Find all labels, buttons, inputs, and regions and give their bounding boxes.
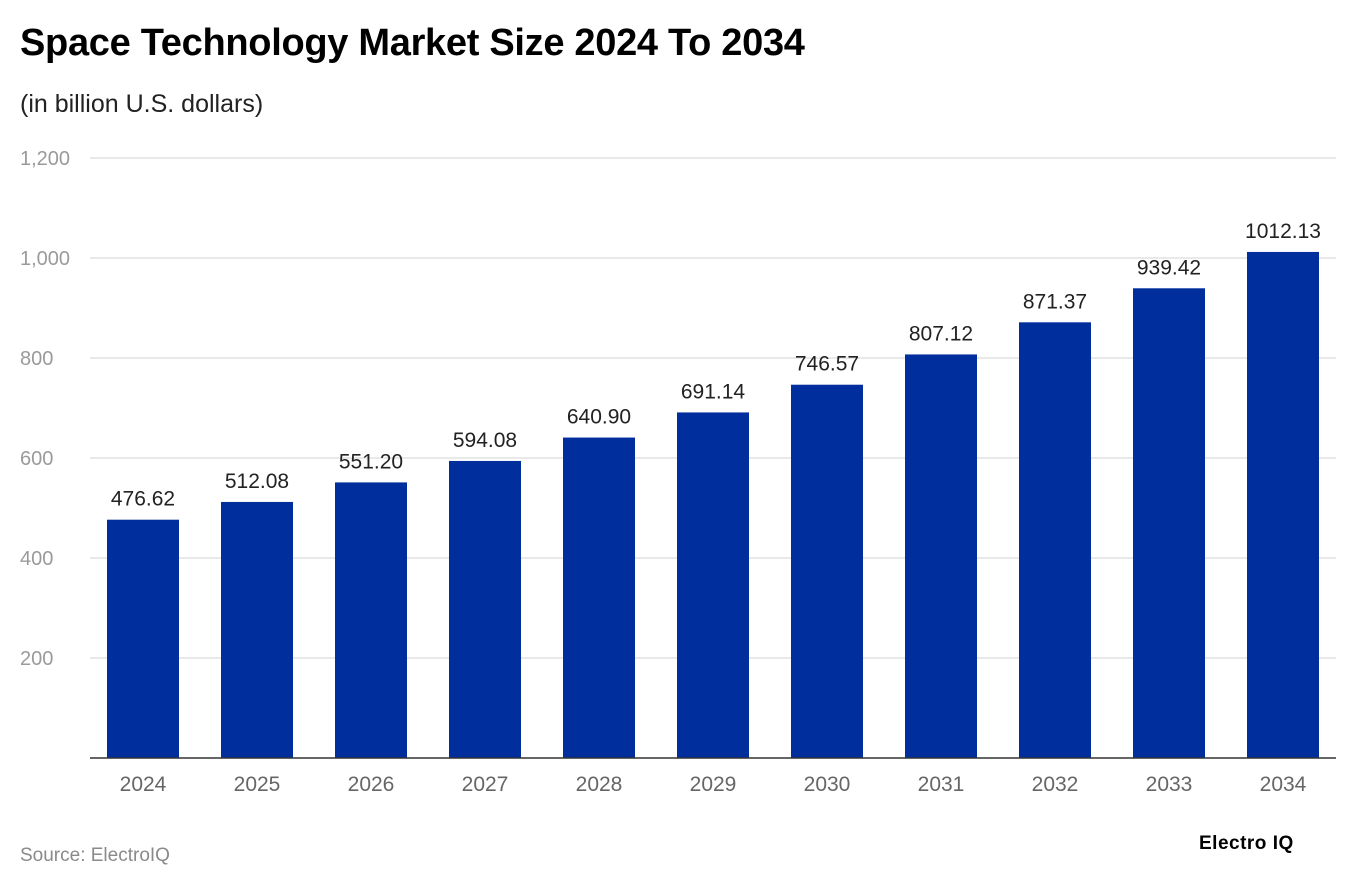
data-label: 594.08 (453, 429, 517, 452)
bar (563, 437, 635, 758)
x-tick-label: 2028 (576, 773, 623, 796)
data-label: 512.08 (225, 470, 289, 493)
x-tick-label: 2025 (234, 773, 281, 796)
y-tick-label: 400 (20, 548, 53, 570)
data-label: 551.20 (339, 450, 403, 473)
data-label: 939.42 (1137, 256, 1201, 279)
x-tick-label: 2032 (1032, 773, 1079, 796)
y-tick-label: 800 (20, 348, 53, 370)
data-label: 871.37 (1023, 290, 1087, 313)
bar (1247, 251, 1319, 758)
x-tick-label: 2033 (1146, 773, 1193, 796)
chart-title: Space Technology Market Size 2024 To 203… (20, 22, 805, 64)
x-tick-label: 2034 (1260, 773, 1307, 796)
source-note: Source: ElectroIQ (20, 845, 170, 866)
bar (677, 412, 749, 758)
bar (449, 460, 521, 758)
x-tick-label: 2030 (804, 773, 851, 796)
bar (905, 354, 977, 758)
bar (221, 501, 293, 758)
bar (791, 384, 863, 758)
data-label: 1012.13 (1245, 220, 1321, 243)
data-label: 807.12 (909, 322, 973, 345)
y-tick-label: 600 (20, 448, 53, 470)
y-tick-label: 200 (20, 648, 53, 670)
data-label: 476.62 (111, 488, 175, 511)
data-label: 640.90 (567, 406, 631, 429)
bar (1133, 288, 1205, 758)
x-tick-label: 2027 (462, 773, 509, 796)
y-tick-label: 1,200 (20, 148, 70, 170)
data-label: 746.57 (795, 353, 859, 376)
x-tick-label: 2024 (120, 773, 167, 796)
data-label: 691.14 (681, 380, 746, 403)
brand-logo: Electro IQ (1199, 833, 1294, 854)
x-tick-label: 2029 (690, 773, 737, 796)
bar (335, 482, 407, 758)
bar (107, 519, 179, 758)
y-tick-label: 1,000 (20, 248, 70, 270)
x-tick-label: 2026 (348, 773, 395, 796)
x-tick-label: 2031 (918, 773, 965, 796)
bar (1019, 322, 1091, 758)
chart-subtitle: (in billion U.S. dollars) (20, 90, 264, 118)
